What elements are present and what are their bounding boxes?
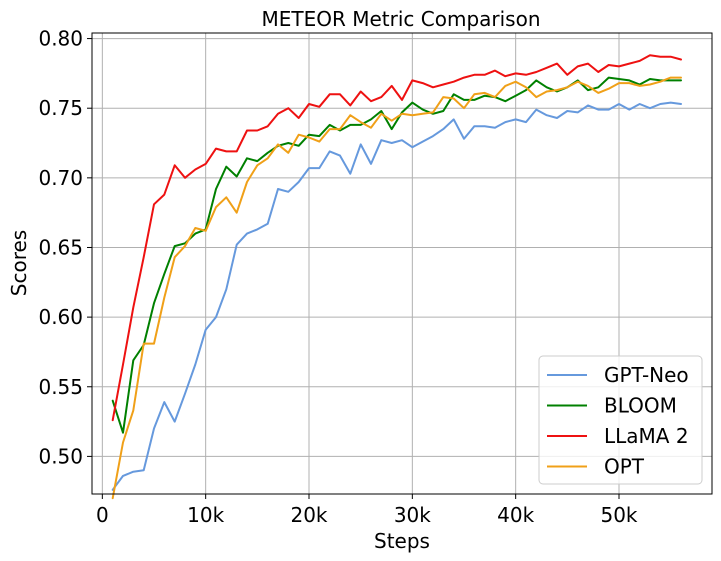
legend-label-gpt-neo: GPT-Neo	[604, 363, 689, 387]
legend: GPT-Neo BLOOM LLaMA 2 OPT	[538, 355, 703, 485]
y-tick-label: 0.55	[38, 375, 83, 399]
chart-title: METEOR Metric Comparison	[261, 7, 540, 31]
y-tick-label: 0.60	[38, 305, 83, 329]
grid	[92, 33, 712, 494]
plot-lines	[111, 54, 682, 500]
y-tick-label: 0.50	[38, 444, 83, 468]
y-tick-label: 0.80	[38, 27, 83, 51]
series-line-gpt-neo	[111, 101, 682, 491]
legend-label-opt: OPT	[604, 455, 645, 479]
x-tick-label: 30k	[394, 503, 431, 527]
plot-frame	[91, 32, 713, 495]
axis-ticks: 0 10k 20k 30k 40k 50k 0.50 0.55 0.60 0.65 0.70 0.75…	[38, 27, 637, 527]
x-tick-label: 20k	[290, 503, 327, 527]
x-axis-label: Steps	[374, 529, 430, 553]
legend-label-bloom: BLOOM	[604, 394, 677, 418]
legend-box	[538, 355, 703, 485]
series-line-bloom	[111, 76, 682, 434]
series-line-llama-2	[111, 54, 682, 422]
series-line-opt	[111, 76, 682, 500]
y-tick-label: 0.70	[38, 166, 83, 190]
y-tick-label: 0.65	[38, 235, 83, 259]
x-tick-label: 50k	[600, 503, 637, 527]
y-tick-label: 0.75	[38, 96, 83, 120]
x-tick-label: 40k	[497, 503, 534, 527]
legend-label-llama-2: LLaMA 2	[604, 424, 689, 448]
x-tick-label: 10k	[187, 503, 224, 527]
x-tick-label: 0	[96, 503, 109, 527]
y-axis-label: Scores	[7, 230, 31, 296]
